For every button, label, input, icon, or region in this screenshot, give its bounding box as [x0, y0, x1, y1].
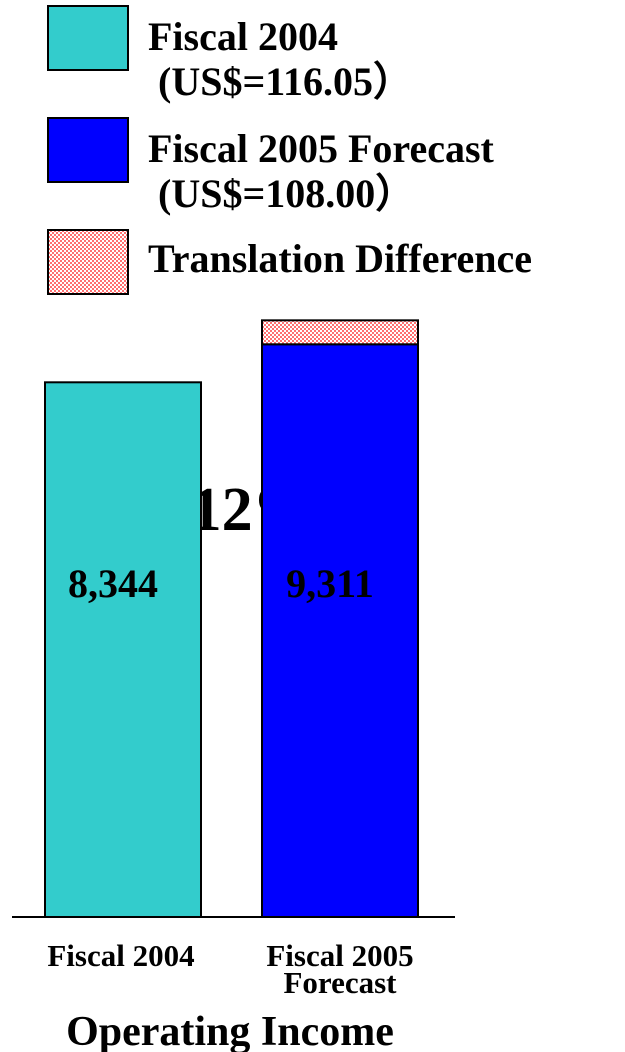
bar-segment	[261, 319, 419, 346]
x-tick-label: Fiscal 2004	[47, 938, 195, 973]
legend-rate: (US$=116.05）	[158, 59, 413, 104]
total-label: 8,344	[68, 561, 158, 606]
legend-swatch	[47, 229, 129, 295]
bar-segment	[44, 381, 202, 918]
x-tick-label: Fiscal 2005 Forecast	[266, 938, 414, 1000]
legend-swatch	[47, 117, 129, 183]
legend-label: Fiscal 2004	[148, 14, 338, 59]
bar-segment	[261, 343, 419, 919]
x-axis-label: Operating Income	[66, 1009, 394, 1052]
legend-label: Fiscal 2005 Forecast	[148, 126, 495, 171]
total-label: 9,311	[286, 561, 374, 606]
legend-rate: (US$=108.00）	[158, 171, 415, 216]
legend-label: Translation Difference	[148, 236, 532, 281]
legend-swatch	[47, 5, 129, 71]
